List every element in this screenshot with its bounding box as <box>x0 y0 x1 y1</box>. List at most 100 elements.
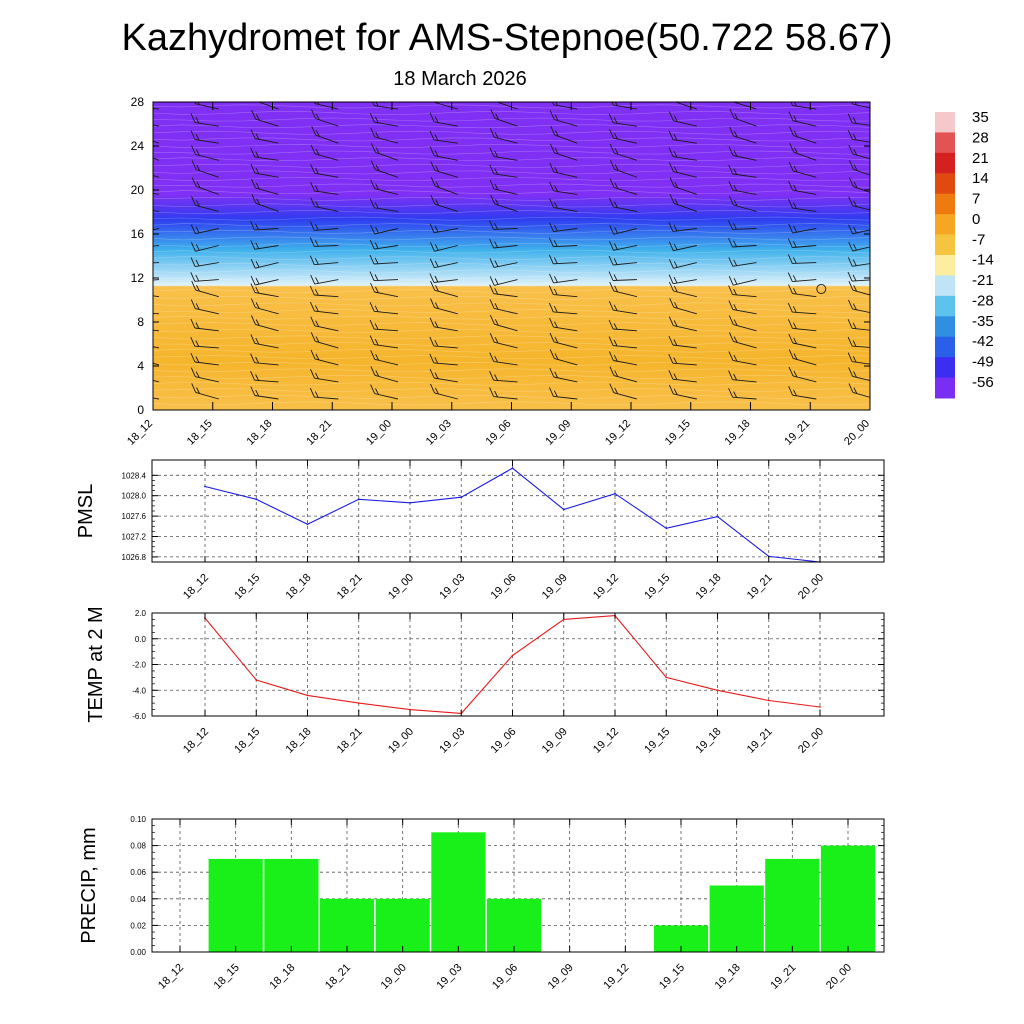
wind-barb-feather <box>315 201 320 208</box>
wind-barb-staff <box>195 289 219 298</box>
wind-barb-feather <box>250 298 256 308</box>
wind-barb-feather <box>434 302 439 309</box>
wind-barb-staff <box>733 102 757 110</box>
wind-barb-feather <box>733 304 738 311</box>
wind-barb-feather <box>793 130 798 138</box>
colorbar-label: 35 <box>972 109 989 126</box>
colorbar-swatch <box>935 152 955 174</box>
wind-barb-staff <box>153 279 160 281</box>
height-tick-label: 0 <box>137 403 144 417</box>
wind-barb-feather <box>255 389 260 397</box>
wind-barb-feather <box>375 131 380 139</box>
temperature-contour-line <box>153 216 870 221</box>
precip-axis-label: PRECIP, mm <box>78 827 100 943</box>
wind-barb-feather <box>728 370 734 380</box>
wind-barb-feather <box>668 384 674 395</box>
wind-barb-feather <box>374 202 379 209</box>
wind-barb-staff <box>494 136 518 144</box>
wind-barb-feather <box>434 321 439 328</box>
wind-barb-feather <box>853 387 858 394</box>
wind-barb-feather <box>613 304 618 312</box>
wind-barb-feather <box>434 116 439 123</box>
wind-barb-staff <box>852 361 870 365</box>
wind-barb-feather <box>255 223 259 230</box>
wind-barb-feather <box>728 388 734 398</box>
x-tick-label: 19_18 <box>713 962 743 992</box>
x-tick-label: 19_21 <box>768 962 798 992</box>
wind-barb-feather <box>375 183 380 190</box>
y-tick-label: -6.0 <box>132 712 146 721</box>
wind-barb-feather <box>494 303 499 310</box>
wind-barb-staff <box>673 393 697 400</box>
wind-barb-feather <box>429 223 435 233</box>
wind-barb-feather <box>255 182 260 190</box>
x-tick-label: 19_12 <box>601 962 631 992</box>
temperature-contour-line <box>153 342 870 346</box>
y-tick-label: 0.08 <box>130 842 146 851</box>
wind-barb-feather <box>250 315 256 325</box>
wind-barb-staff <box>153 262 160 264</box>
wind-barb-feather <box>614 102 618 107</box>
wind-barb-staff <box>614 168 638 178</box>
wind-barb-feather <box>614 164 619 171</box>
time-tick-label: 19_09 <box>543 418 573 448</box>
wind-barb-feather <box>673 285 678 293</box>
wind-barb-feather <box>614 147 619 155</box>
y-tick-label: 1026.8 <box>122 553 147 562</box>
wind-barb-feather <box>853 226 857 234</box>
wind-barb-feather <box>788 333 794 344</box>
wind-barb-feather <box>668 281 674 292</box>
pmsl-frame <box>151 459 885 563</box>
wind-barb-feather <box>608 301 614 311</box>
wind-barb-feather <box>434 339 439 347</box>
wind-barb-feather <box>608 271 614 281</box>
wind-barb-feather <box>549 367 555 378</box>
wind-barb-staff <box>613 309 638 315</box>
wind-barb-feather <box>190 272 196 282</box>
x-tick-label: 19_06 <box>490 962 520 992</box>
time-tick-label: 19_12 <box>603 418 633 448</box>
x-tick-label: 18_21 <box>335 726 365 756</box>
temp2m-point <box>767 699 770 702</box>
wind-barb-feather <box>250 334 256 344</box>
wind-barb-staff <box>195 185 219 195</box>
temperature-contour-line <box>153 322 870 327</box>
wind-barb-feather <box>613 339 618 347</box>
wind-barb-feather <box>430 177 436 187</box>
y-tick-label: 0.00 <box>130 948 146 957</box>
wind-barb-feather <box>370 282 375 293</box>
wind-barb-feather <box>848 177 854 187</box>
colorbar-swatch <box>935 132 955 154</box>
wind-barb-staff <box>851 279 870 282</box>
temperature-contour-line <box>153 111 870 115</box>
wind-barb-feather <box>195 259 200 267</box>
wind-barb-feather <box>733 336 738 343</box>
wind-barb-feather <box>793 102 797 107</box>
wind-barb-feather <box>190 242 196 252</box>
wind-barb-feather <box>613 243 618 250</box>
wind-barb-feather <box>136 257 139 263</box>
colorbar-label: 28 <box>972 129 989 146</box>
x-tick-label: 18_12 <box>156 962 186 992</box>
wind-barb-feather <box>433 102 436 103</box>
wind-barb-feather <box>673 134 678 141</box>
wind-barb-feather <box>494 260 499 267</box>
wind-barb-feather <box>614 370 619 377</box>
temperature-contour-line <box>153 368 870 373</box>
wind-barb-feather <box>608 336 614 346</box>
temperature-contour-line <box>153 388 870 393</box>
x-tick-label: 20_00 <box>824 962 854 992</box>
wind-barb-feather <box>613 117 618 124</box>
wind-barb-feather <box>310 181 315 192</box>
wind-barb-feather <box>434 150 439 157</box>
wind-barb-feather <box>314 185 319 192</box>
wind-barb-staff <box>254 228 279 231</box>
wind-barb-feather <box>609 225 615 235</box>
wind-barb-staff <box>255 307 279 315</box>
temperature-contour-line <box>153 163 870 168</box>
wind-barb-feather <box>668 241 674 251</box>
wind-barb-staff <box>374 310 399 315</box>
wind-barb-feather <box>792 287 797 295</box>
wind-barb-feather <box>430 298 435 308</box>
wind-barb-feather <box>250 386 256 396</box>
